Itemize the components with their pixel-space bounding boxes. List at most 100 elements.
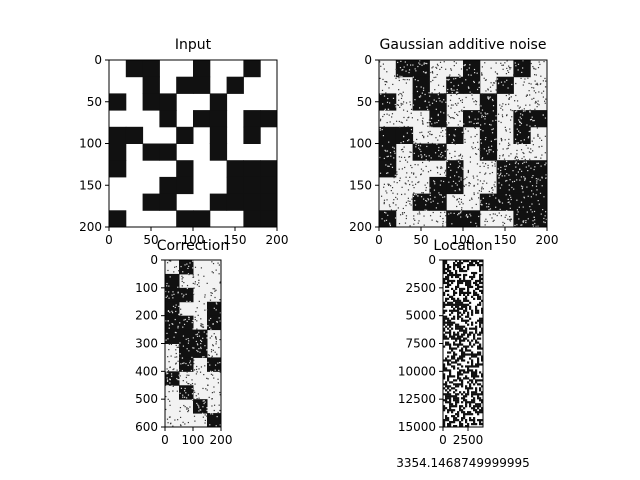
noise-speck (410, 164, 412, 167)
noise-speck (542, 96, 544, 98)
image-cell (473, 401, 476, 404)
noise-speck (456, 93, 458, 96)
x-tick-label: 0 (161, 433, 169, 447)
noise-speck (429, 104, 431, 106)
image-cell (465, 377, 468, 380)
image-cell (473, 391, 476, 394)
noise-speck (419, 142, 421, 145)
noise-speck (445, 101, 447, 103)
noise-speck (450, 81, 452, 84)
image-cell (159, 193, 177, 211)
noise-speck (166, 418, 169, 420)
noise-speck (187, 408, 189, 410)
noise-speck (400, 104, 402, 106)
noise-speck (511, 181, 514, 183)
noise-speck (178, 356, 181, 359)
noise-speck (409, 176, 411, 178)
image-cell (455, 343, 458, 346)
noise-speck (460, 100, 462, 102)
noise-speck (543, 221, 545, 223)
noise-speck (525, 161, 527, 163)
image-cell (471, 263, 474, 267)
noise-speck (405, 183, 407, 185)
noise-speck (465, 215, 467, 217)
image-cell (455, 385, 458, 388)
noise-speck (392, 97, 395, 99)
image-cell (449, 273, 452, 277)
noise-speck (516, 153, 518, 155)
noise-speck (494, 93, 496, 95)
noise-speck (409, 183, 411, 186)
noise-speck (193, 293, 195, 295)
image-cell (447, 409, 450, 412)
image-cell (449, 405, 452, 408)
noise-speck (442, 217, 444, 220)
image-cell (449, 343, 452, 346)
image-cell (459, 341, 462, 344)
image-cell (447, 355, 450, 358)
image-cell (477, 295, 480, 298)
noise-speck (423, 136, 425, 139)
noise-speck (467, 215, 469, 217)
image-cell (457, 399, 460, 402)
image-cell (449, 325, 452, 328)
image-cell (473, 353, 476, 356)
image-cell (455, 393, 458, 396)
noise-speck (434, 183, 436, 185)
noise-speck (509, 68, 511, 70)
noise-speck (460, 177, 462, 179)
noise-speck (434, 122, 436, 124)
image-cell (457, 345, 460, 348)
noise-speck (436, 143, 438, 145)
noise-speck (450, 107, 452, 109)
noise-speck (459, 75, 461, 77)
noise-speck (506, 210, 508, 212)
noise-speck (545, 174, 547, 176)
noise-speck (195, 373, 198, 375)
image-cell (455, 383, 458, 386)
noise-speck (186, 284, 189, 287)
image-cell (445, 389, 448, 392)
noise-speck (423, 135, 425, 138)
noise-speck (420, 112, 422, 114)
noise-speck (412, 76, 414, 78)
noise-speck (503, 222, 506, 225)
noise-speck (213, 386, 215, 388)
y-tick-label: 7500 (405, 337, 436, 351)
image-cell (449, 397, 452, 400)
image-cell (459, 293, 462, 296)
noise-speck (393, 177, 395, 179)
image-cell (457, 375, 460, 378)
image-cell (453, 419, 456, 422)
image-cell (451, 281, 454, 285)
noise-speck (384, 211, 386, 214)
noise-speck (383, 95, 386, 97)
noise-speck (523, 152, 525, 155)
noise-speck (474, 127, 477, 129)
image-cell (481, 401, 484, 404)
image-cell (463, 359, 466, 362)
x-tick-label: 100 (182, 433, 205, 447)
noise-speck (189, 300, 191, 303)
image-cell (451, 337, 454, 340)
noise-speck (530, 83, 532, 85)
noise-speck (414, 79, 416, 81)
noise-speck (477, 179, 479, 181)
noise-speck (175, 332, 177, 334)
noise-speck (537, 135, 539, 137)
noise-speck (169, 366, 171, 368)
noise-speck (540, 75, 542, 77)
image-cell (443, 367, 446, 370)
noise-speck (176, 369, 178, 371)
image-cell (447, 285, 450, 289)
noise-speck (438, 192, 440, 194)
image-cell (473, 419, 476, 422)
noise-speck (388, 87, 390, 89)
image-cell (453, 279, 456, 283)
noise-speck (520, 122, 523, 125)
image-cell (455, 395, 458, 398)
noise-speck (520, 140, 522, 142)
image-cell (226, 193, 244, 211)
noise-speck (441, 201, 444, 203)
image-cell (447, 289, 450, 293)
